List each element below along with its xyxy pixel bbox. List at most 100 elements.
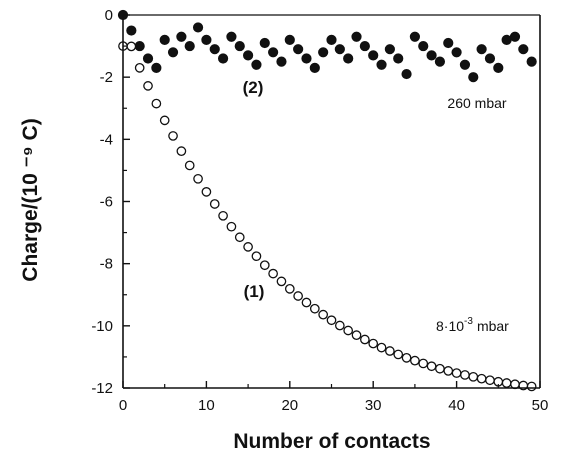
open-data-point <box>451 368 462 378</box>
open-data-point <box>259 260 270 271</box>
filled-data-point <box>184 40 195 52</box>
filled-data-point <box>159 34 170 45</box>
series-2-pressure: 260 mbar <box>447 95 506 111</box>
open-data-point <box>334 320 345 331</box>
filled-data-point <box>393 53 404 64</box>
open-data-point <box>418 358 429 369</box>
filled-data-point <box>142 53 154 64</box>
open-data-point <box>301 297 312 308</box>
filled-data-point <box>251 59 262 70</box>
open-data-point <box>526 381 537 392</box>
y-tick-label: -2 <box>100 69 113 86</box>
filled-data-point <box>284 34 295 45</box>
filled-data-point <box>259 37 270 49</box>
open-data-point <box>443 366 454 376</box>
open-data-point <box>360 334 370 345</box>
filled-data-point <box>243 50 254 61</box>
open-data-point <box>276 276 287 287</box>
filled-data-point <box>201 34 212 45</box>
filled-data-point <box>209 44 220 55</box>
x-tick-label: 0 <box>119 397 127 414</box>
filled-data-point <box>192 22 204 33</box>
series-1 <box>118 41 537 392</box>
filled-data-point <box>468 72 479 83</box>
series-2 <box>117 9 537 83</box>
plot-area <box>117 9 537 392</box>
series-2-label: (2) <box>243 78 264 97</box>
filled-data-point <box>134 40 145 52</box>
open-data-point <box>268 268 278 279</box>
filled-data-point <box>293 44 304 55</box>
open-data-point <box>251 251 262 262</box>
filled-data-point <box>217 53 229 64</box>
filled-data-point <box>443 37 454 49</box>
open-data-point <box>284 283 295 294</box>
filled-data-point <box>318 47 329 58</box>
filled-data-point <box>301 53 312 64</box>
pressure-1-base: 8·10 <box>436 318 464 334</box>
open-data-point <box>143 81 153 91</box>
open-data-point <box>218 210 228 221</box>
series-1-label: (1) <box>244 282 265 301</box>
filled-data-point <box>459 59 471 70</box>
open-data-point <box>385 346 395 356</box>
open-data-point <box>193 173 203 184</box>
open-data-point <box>234 232 245 243</box>
filled-data-point <box>167 47 179 58</box>
open-data-point <box>410 355 420 366</box>
filled-data-point <box>518 44 529 55</box>
filled-data-point <box>226 31 237 42</box>
filled-data-point <box>434 56 446 67</box>
open-data-point <box>501 378 512 388</box>
filled-data-point <box>343 53 354 64</box>
y-axis-title: Charge/(10 ⁻⁹ C) <box>19 118 42 281</box>
filled-data-point <box>368 50 379 61</box>
open-data-point <box>226 221 237 232</box>
open-data-point <box>460 370 470 380</box>
x-tick-label: 30 <box>365 397 382 414</box>
open-data-point <box>351 330 362 341</box>
filled-data-point <box>501 34 512 45</box>
open-data-point <box>426 361 437 372</box>
filled-data-point <box>476 44 487 55</box>
open-data-point <box>326 315 337 326</box>
open-data-point <box>393 349 404 360</box>
x-tick-label: 20 <box>281 397 298 414</box>
y-tick-label: -12 <box>91 380 113 397</box>
y-tick-label: -10 <box>91 318 113 335</box>
filled-data-point <box>384 44 395 55</box>
x-axis-title: Number of contacts <box>233 430 430 453</box>
filled-data-point <box>401 68 412 80</box>
open-data-point <box>401 352 412 363</box>
filled-data-point <box>268 47 279 58</box>
filled-data-point <box>276 56 287 67</box>
open-data-point <box>134 62 145 73</box>
filled-data-point <box>418 40 429 52</box>
filled-data-point <box>176 31 187 42</box>
filled-data-point <box>409 31 420 42</box>
filled-data-point <box>309 62 320 73</box>
open-data-point <box>126 41 137 52</box>
filled-data-point <box>426 50 437 61</box>
open-data-point <box>309 303 320 314</box>
x-tick-label: 50 <box>532 397 549 414</box>
filled-data-point <box>151 62 162 73</box>
series-1-pressure: 8·10-3 mbar <box>436 316 509 334</box>
filled-data-point <box>493 62 504 73</box>
open-data-point <box>343 325 354 336</box>
open-data-point <box>485 375 495 386</box>
filled-data-point <box>376 59 387 70</box>
x-tick-label: 10 <box>198 397 215 414</box>
open-data-point <box>184 160 195 171</box>
open-data-point <box>293 291 303 301</box>
open-data-point <box>468 371 479 382</box>
y-tick-label: -4 <box>100 131 113 148</box>
open-data-point <box>168 131 178 141</box>
filled-data-point <box>359 40 370 52</box>
y-tick-label: 0 <box>105 7 113 24</box>
open-data-point <box>318 309 329 320</box>
open-data-point <box>368 338 379 349</box>
pressure-1-unit: mbar <box>477 318 509 334</box>
filled-data-point <box>126 25 137 36</box>
